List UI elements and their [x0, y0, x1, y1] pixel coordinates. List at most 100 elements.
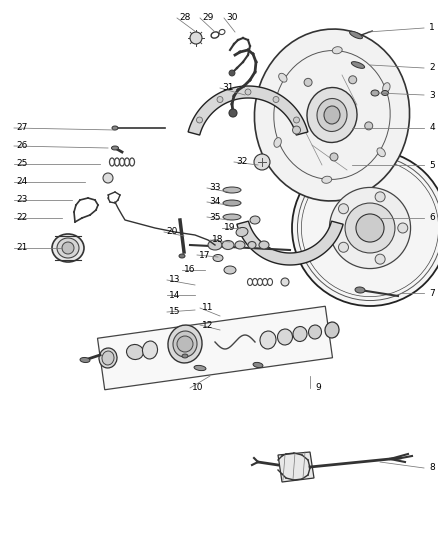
Ellipse shape [248, 241, 256, 248]
Text: 34: 34 [209, 198, 221, 206]
Polygon shape [237, 221, 343, 265]
Text: 10: 10 [192, 384, 204, 392]
Circle shape [229, 109, 237, 117]
Circle shape [273, 96, 279, 102]
Ellipse shape [213, 254, 223, 262]
Text: 8: 8 [429, 464, 435, 472]
Circle shape [245, 89, 251, 95]
Text: 13: 13 [169, 276, 181, 285]
Circle shape [329, 188, 410, 269]
Ellipse shape [236, 228, 248, 237]
Ellipse shape [52, 234, 84, 262]
Circle shape [349, 76, 357, 84]
Ellipse shape [317, 99, 347, 132]
Ellipse shape [99, 348, 117, 368]
Text: 15: 15 [169, 308, 181, 317]
Ellipse shape [179, 254, 185, 258]
Ellipse shape [208, 240, 222, 250]
Circle shape [304, 78, 312, 86]
Text: 20: 20 [166, 228, 178, 237]
Ellipse shape [224, 266, 236, 274]
Ellipse shape [80, 358, 90, 362]
Text: 32: 32 [237, 157, 247, 166]
Text: 21: 21 [16, 244, 28, 253]
Circle shape [293, 126, 300, 134]
Ellipse shape [168, 325, 202, 363]
Polygon shape [188, 86, 308, 135]
Text: 30: 30 [226, 13, 238, 22]
Ellipse shape [377, 148, 385, 157]
Text: 19: 19 [224, 223, 236, 232]
Ellipse shape [62, 242, 74, 254]
Circle shape [190, 32, 202, 44]
Ellipse shape [281, 278, 289, 286]
Text: 14: 14 [170, 290, 181, 300]
Text: 2: 2 [429, 63, 435, 72]
Ellipse shape [278, 329, 293, 345]
Text: 17: 17 [199, 251, 211, 260]
Text: 9: 9 [315, 384, 321, 392]
Circle shape [375, 192, 385, 202]
Text: 28: 28 [179, 13, 191, 22]
Circle shape [375, 254, 385, 264]
Circle shape [217, 96, 223, 102]
Ellipse shape [103, 173, 113, 183]
Circle shape [330, 153, 338, 161]
Text: 4: 4 [429, 124, 435, 133]
Text: 29: 29 [202, 13, 214, 22]
Text: 3: 3 [429, 91, 435, 100]
Text: 16: 16 [184, 265, 196, 274]
Text: 6: 6 [429, 214, 435, 222]
Ellipse shape [371, 90, 379, 96]
Text: 5: 5 [429, 160, 435, 169]
Circle shape [339, 243, 349, 252]
Ellipse shape [308, 325, 321, 339]
Ellipse shape [222, 240, 234, 249]
Text: 23: 23 [16, 196, 28, 205]
Text: 12: 12 [202, 320, 214, 329]
Text: 31: 31 [222, 84, 234, 93]
Ellipse shape [112, 146, 119, 150]
Ellipse shape [332, 47, 342, 54]
Text: 7: 7 [429, 288, 435, 297]
Text: 22: 22 [16, 214, 28, 222]
Circle shape [293, 117, 300, 123]
Ellipse shape [127, 344, 144, 360]
Text: 35: 35 [209, 213, 221, 222]
Ellipse shape [223, 200, 241, 206]
Polygon shape [278, 452, 314, 482]
Ellipse shape [112, 126, 118, 130]
Ellipse shape [274, 138, 281, 147]
Circle shape [229, 70, 235, 76]
Ellipse shape [322, 176, 332, 183]
Ellipse shape [182, 354, 188, 358]
Ellipse shape [350, 31, 362, 39]
Ellipse shape [57, 238, 79, 258]
Ellipse shape [235, 241, 245, 249]
Circle shape [339, 204, 349, 214]
Ellipse shape [279, 73, 287, 82]
Ellipse shape [293, 327, 307, 342]
Text: 24: 24 [16, 177, 28, 187]
Text: 25: 25 [16, 159, 28, 168]
Ellipse shape [381, 91, 389, 95]
Circle shape [398, 223, 408, 233]
Ellipse shape [223, 187, 241, 193]
Ellipse shape [194, 366, 206, 370]
Ellipse shape [173, 331, 197, 357]
Circle shape [345, 203, 395, 253]
Circle shape [254, 154, 270, 170]
Ellipse shape [223, 214, 241, 220]
Ellipse shape [102, 351, 114, 365]
Circle shape [356, 214, 384, 242]
Ellipse shape [383, 83, 390, 92]
Ellipse shape [254, 29, 410, 201]
Circle shape [197, 117, 202, 123]
Text: 26: 26 [16, 141, 28, 150]
Circle shape [365, 122, 373, 130]
Ellipse shape [307, 87, 357, 142]
Ellipse shape [142, 341, 158, 359]
Circle shape [177, 336, 193, 352]
Ellipse shape [253, 362, 263, 368]
Polygon shape [98, 306, 332, 390]
